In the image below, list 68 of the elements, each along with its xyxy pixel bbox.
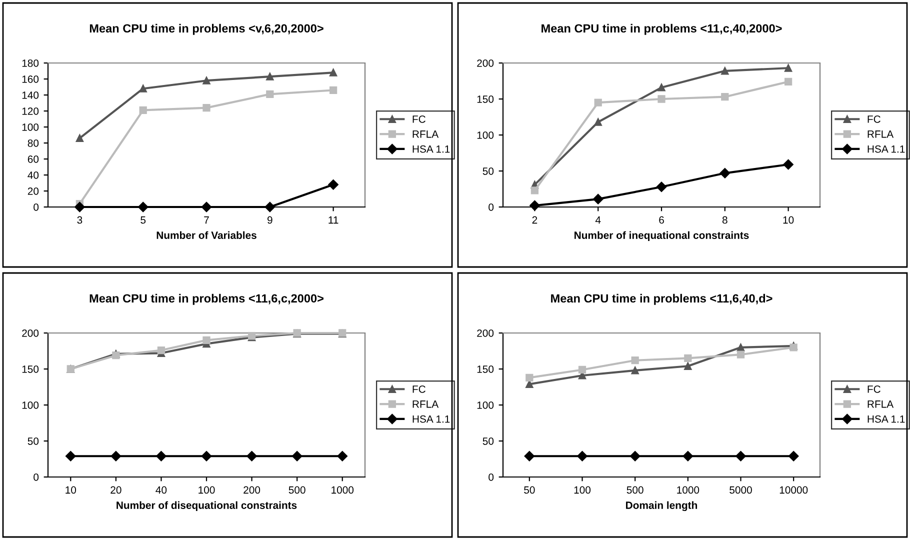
x-tick-label: 1000: [677, 486, 700, 494]
y-tick-label: 50: [482, 438, 494, 445]
x-tick-label: 1000: [332, 486, 354, 494]
y-tick-label: 40: [28, 172, 39, 179]
y-tick-label: 0: [34, 204, 39, 211]
y-tick-label: 150: [477, 366, 494, 373]
legend-label: HSA 1.1: [412, 415, 450, 423]
x-axis-title: Number of Variables: [156, 231, 256, 239]
y-tick-label: 200: [477, 330, 494, 337]
legend-label: FC: [412, 386, 426, 393]
legend-label: RFLA: [412, 400, 439, 408]
legend-label: HSA 1.1: [868, 145, 905, 153]
x-tick-label: 20: [110, 486, 122, 494]
y-tick-label: 0: [34, 474, 39, 481]
y-tick-label: 160: [22, 76, 39, 83]
x-tick-label: 50: [524, 486, 535, 494]
y-tick-label: 150: [22, 366, 39, 373]
y-tick-label: 200: [477, 60, 494, 67]
legend-label: HSA 1.1: [868, 415, 905, 423]
legend-label: FC: [868, 386, 880, 393]
y-tick-label: 100: [477, 402, 494, 409]
y-tick-label: 0: [488, 474, 494, 481]
x-axis-title: Number of inequational constraints: [574, 231, 749, 242]
x-tick-label: 3: [77, 216, 82, 224]
y-tick-label: 140: [22, 92, 39, 99]
legend-label: RFLA: [868, 130, 894, 138]
chart-title: Mean CPU time in problems <11,c,40,2000>: [542, 24, 782, 35]
y-tick-label: 80: [28, 140, 39, 147]
x-tick-label: 10000: [780, 486, 808, 494]
x-tick-label: 100: [198, 486, 215, 494]
y-tick-label: 50: [482, 168, 494, 175]
y-tick-label: 180: [22, 60, 39, 67]
x-tick-label: 100: [574, 486, 591, 494]
chart-title: Mean CPU time in problems <11,6,c,2000>: [90, 294, 324, 305]
y-tick-label: 120: [22, 108, 39, 115]
x-tick-label: 40: [156, 486, 167, 494]
x-tick-label: 10: [66, 486, 76, 494]
y-tick-label: 50: [28, 438, 39, 445]
x-axis-title: Domain length: [626, 501, 698, 512]
legend-label: HSA 1.1: [412, 145, 450, 153]
y-tick-label: 150: [477, 96, 494, 103]
y-tick-label: 100: [22, 402, 39, 409]
x-tick-label: 9: [267, 216, 272, 224]
x-tick-label: 11: [328, 216, 338, 224]
x-tick-label: 4: [595, 216, 601, 224]
x-tick-label: 500: [626, 486, 644, 494]
x-tick-label: 7: [204, 216, 209, 224]
chart-title: Mean CPU time in problems <v,6,20,2000>: [90, 24, 324, 35]
y-tick-label: 100: [477, 132, 494, 139]
x-tick-label: 200: [244, 486, 260, 494]
x-tick-label: 2: [532, 216, 538, 224]
x-tick-label: 5000: [730, 486, 752, 494]
x-tick-label: 5: [140, 216, 146, 224]
chart-title: Mean CPU time in problems <11,6,40,d>: [551, 294, 772, 305]
x-tick-label: 10: [783, 216, 794, 224]
x-tick-label: 6: [659, 216, 664, 224]
legend-label: FC: [868, 116, 880, 123]
x-axis-title: Number of disequational constraints: [116, 501, 297, 512]
legend-label: FC: [412, 116, 426, 123]
y-tick-label: 200: [22, 330, 39, 337]
y-tick-label: 0: [488, 204, 494, 211]
x-tick-label: 8: [722, 216, 728, 224]
legend-label: RFLA: [868, 400, 894, 408]
legend-label: RFLA: [412, 130, 439, 138]
y-tick-label: 60: [28, 156, 39, 163]
y-tick-label: 20: [28, 188, 39, 195]
y-tick-label: 100: [22, 124, 39, 131]
x-tick-label: 500: [288, 486, 306, 494]
